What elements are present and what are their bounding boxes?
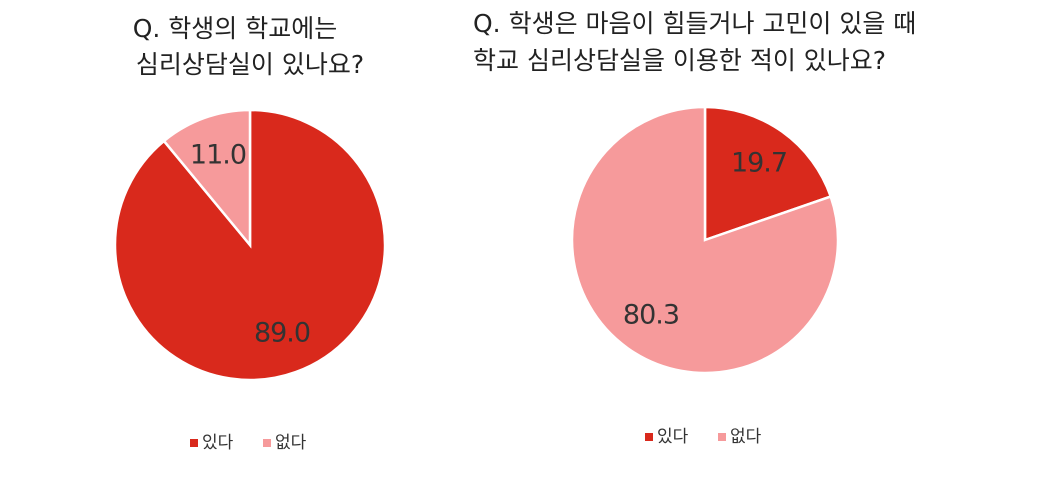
pie-slice bbox=[162, 108, 252, 249]
pie-slice bbox=[570, 105, 840, 375]
legend-swatch bbox=[190, 439, 198, 447]
chart-title: Q. 학생의 학교에는 bbox=[133, 14, 338, 43]
chart-title: 학교 심리상담실을 이용한 적이 있나요? bbox=[473, 46, 886, 75]
data-label: 19.7 bbox=[731, 148, 787, 179]
legend-swatch bbox=[645, 433, 653, 441]
legend-swatch bbox=[718, 433, 726, 441]
legend-label: 있다 bbox=[202, 433, 234, 453]
legend-swatch bbox=[263, 439, 271, 447]
data-label: 89.0 bbox=[254, 317, 310, 348]
data-label: 11.0 bbox=[190, 140, 246, 171]
legend-label: 없다 bbox=[730, 427, 762, 447]
chart-title: Q. 학생은 마음이 힘들거나 고민이 있을 때 bbox=[473, 9, 916, 38]
legend-label: 있다 bbox=[657, 427, 689, 447]
legend-label: 없다 bbox=[275, 433, 307, 453]
chart-title: 심리상담실이 있나요? bbox=[136, 50, 364, 79]
data-label: 80.3 bbox=[623, 299, 679, 330]
